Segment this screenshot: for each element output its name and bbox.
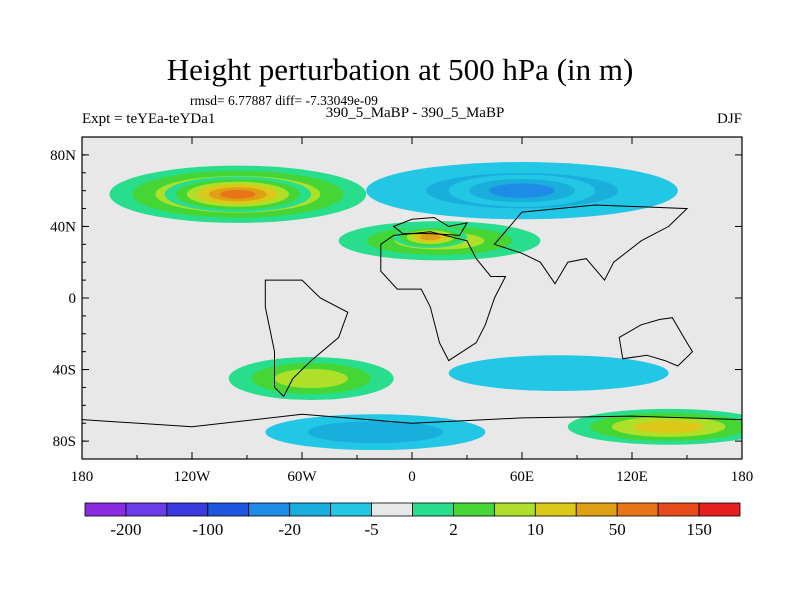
colorbar-box — [616, 502, 659, 517]
field-north-atlantic-high-core-level-12 — [419, 234, 441, 241]
colorbar-box — [412, 502, 454, 517]
x-tick-label: 120W — [174, 469, 212, 485]
comparison-label: 390_5_MaBP - 390_5_MaBP — [325, 105, 505, 121]
colorbar-label: -200 — [110, 520, 141, 539]
colorbar-box — [84, 502, 127, 517]
experiment-label: Expt = teYEa-teYDa1 — [82, 111, 216, 127]
coastline-africa — [380, 231, 507, 362]
y-tick-label: 40N — [50, 219, 76, 235]
colorbar-label: 2 — [449, 520, 458, 539]
colorbar-label: -20 — [278, 520, 301, 539]
field-layer — [82, 162, 742, 459]
coastline-antarctica — [82, 413, 742, 459]
colorbar-label: 50 — [609, 520, 626, 539]
coastline-south-america — [264, 279, 349, 398]
rmsd-stats: rmsd= 6.77887 diff= -7.33049e-09 — [190, 93, 378, 108]
field-eurasian-low-core-level-4 — [489, 183, 555, 198]
coastline-india-asia — [493, 204, 689, 285]
x-tick-label: 60E — [510, 469, 534, 485]
y-tick-label: 80N — [50, 148, 76, 164]
colorbar-label: -100 — [192, 520, 223, 539]
field-north-pacific-high-core-level-13 — [220, 189, 256, 199]
field-south-pacific-high-level-11 — [633, 420, 704, 434]
colorbar-box — [371, 502, 413, 517]
coastline-australia — [618, 317, 694, 367]
coastline-eurasia-fragment — [392, 216, 468, 236]
colorbar-box — [248, 502, 291, 517]
x-tick-label: 180 — [731, 469, 754, 485]
colorbar-label: -5 — [364, 520, 378, 539]
x-tick-label: 180 — [71, 469, 94, 485]
colorbar-box — [207, 502, 250, 517]
x-tick-label: 60W — [287, 469, 317, 485]
colorbar-box — [289, 502, 332, 517]
colorbar-box — [166, 502, 209, 517]
y-tick-label: 80S — [53, 434, 76, 450]
colorbar-label: 10 — [527, 520, 544, 539]
field-southern-atlantic-high-level-10 — [274, 368, 348, 389]
y-tick-label: 40S — [53, 363, 76, 379]
colorbar-box — [575, 502, 618, 517]
colorbar-box — [657, 502, 700, 517]
colorbar-box — [698, 502, 741, 517]
colorbar-box — [453, 502, 495, 517]
colorbar-label: 150 — [686, 520, 712, 539]
x-tick-label: 120E — [616, 469, 648, 485]
chart-title: Height perturbation at 500 hPa (in m) — [166, 52, 634, 87]
colorbar-box — [330, 502, 372, 517]
season-label: DJF — [716, 111, 742, 127]
x-tick-label: 0 — [408, 469, 416, 485]
field-southern-indian-low-level-6 — [448, 355, 669, 392]
field-southern-ocean-low-level-5 — [307, 421, 444, 444]
colorbar-box — [493, 502, 536, 517]
colorbar-box — [125, 502, 168, 517]
y-tick-label: 0 — [69, 291, 77, 307]
colorbar-box — [534, 502, 577, 517]
